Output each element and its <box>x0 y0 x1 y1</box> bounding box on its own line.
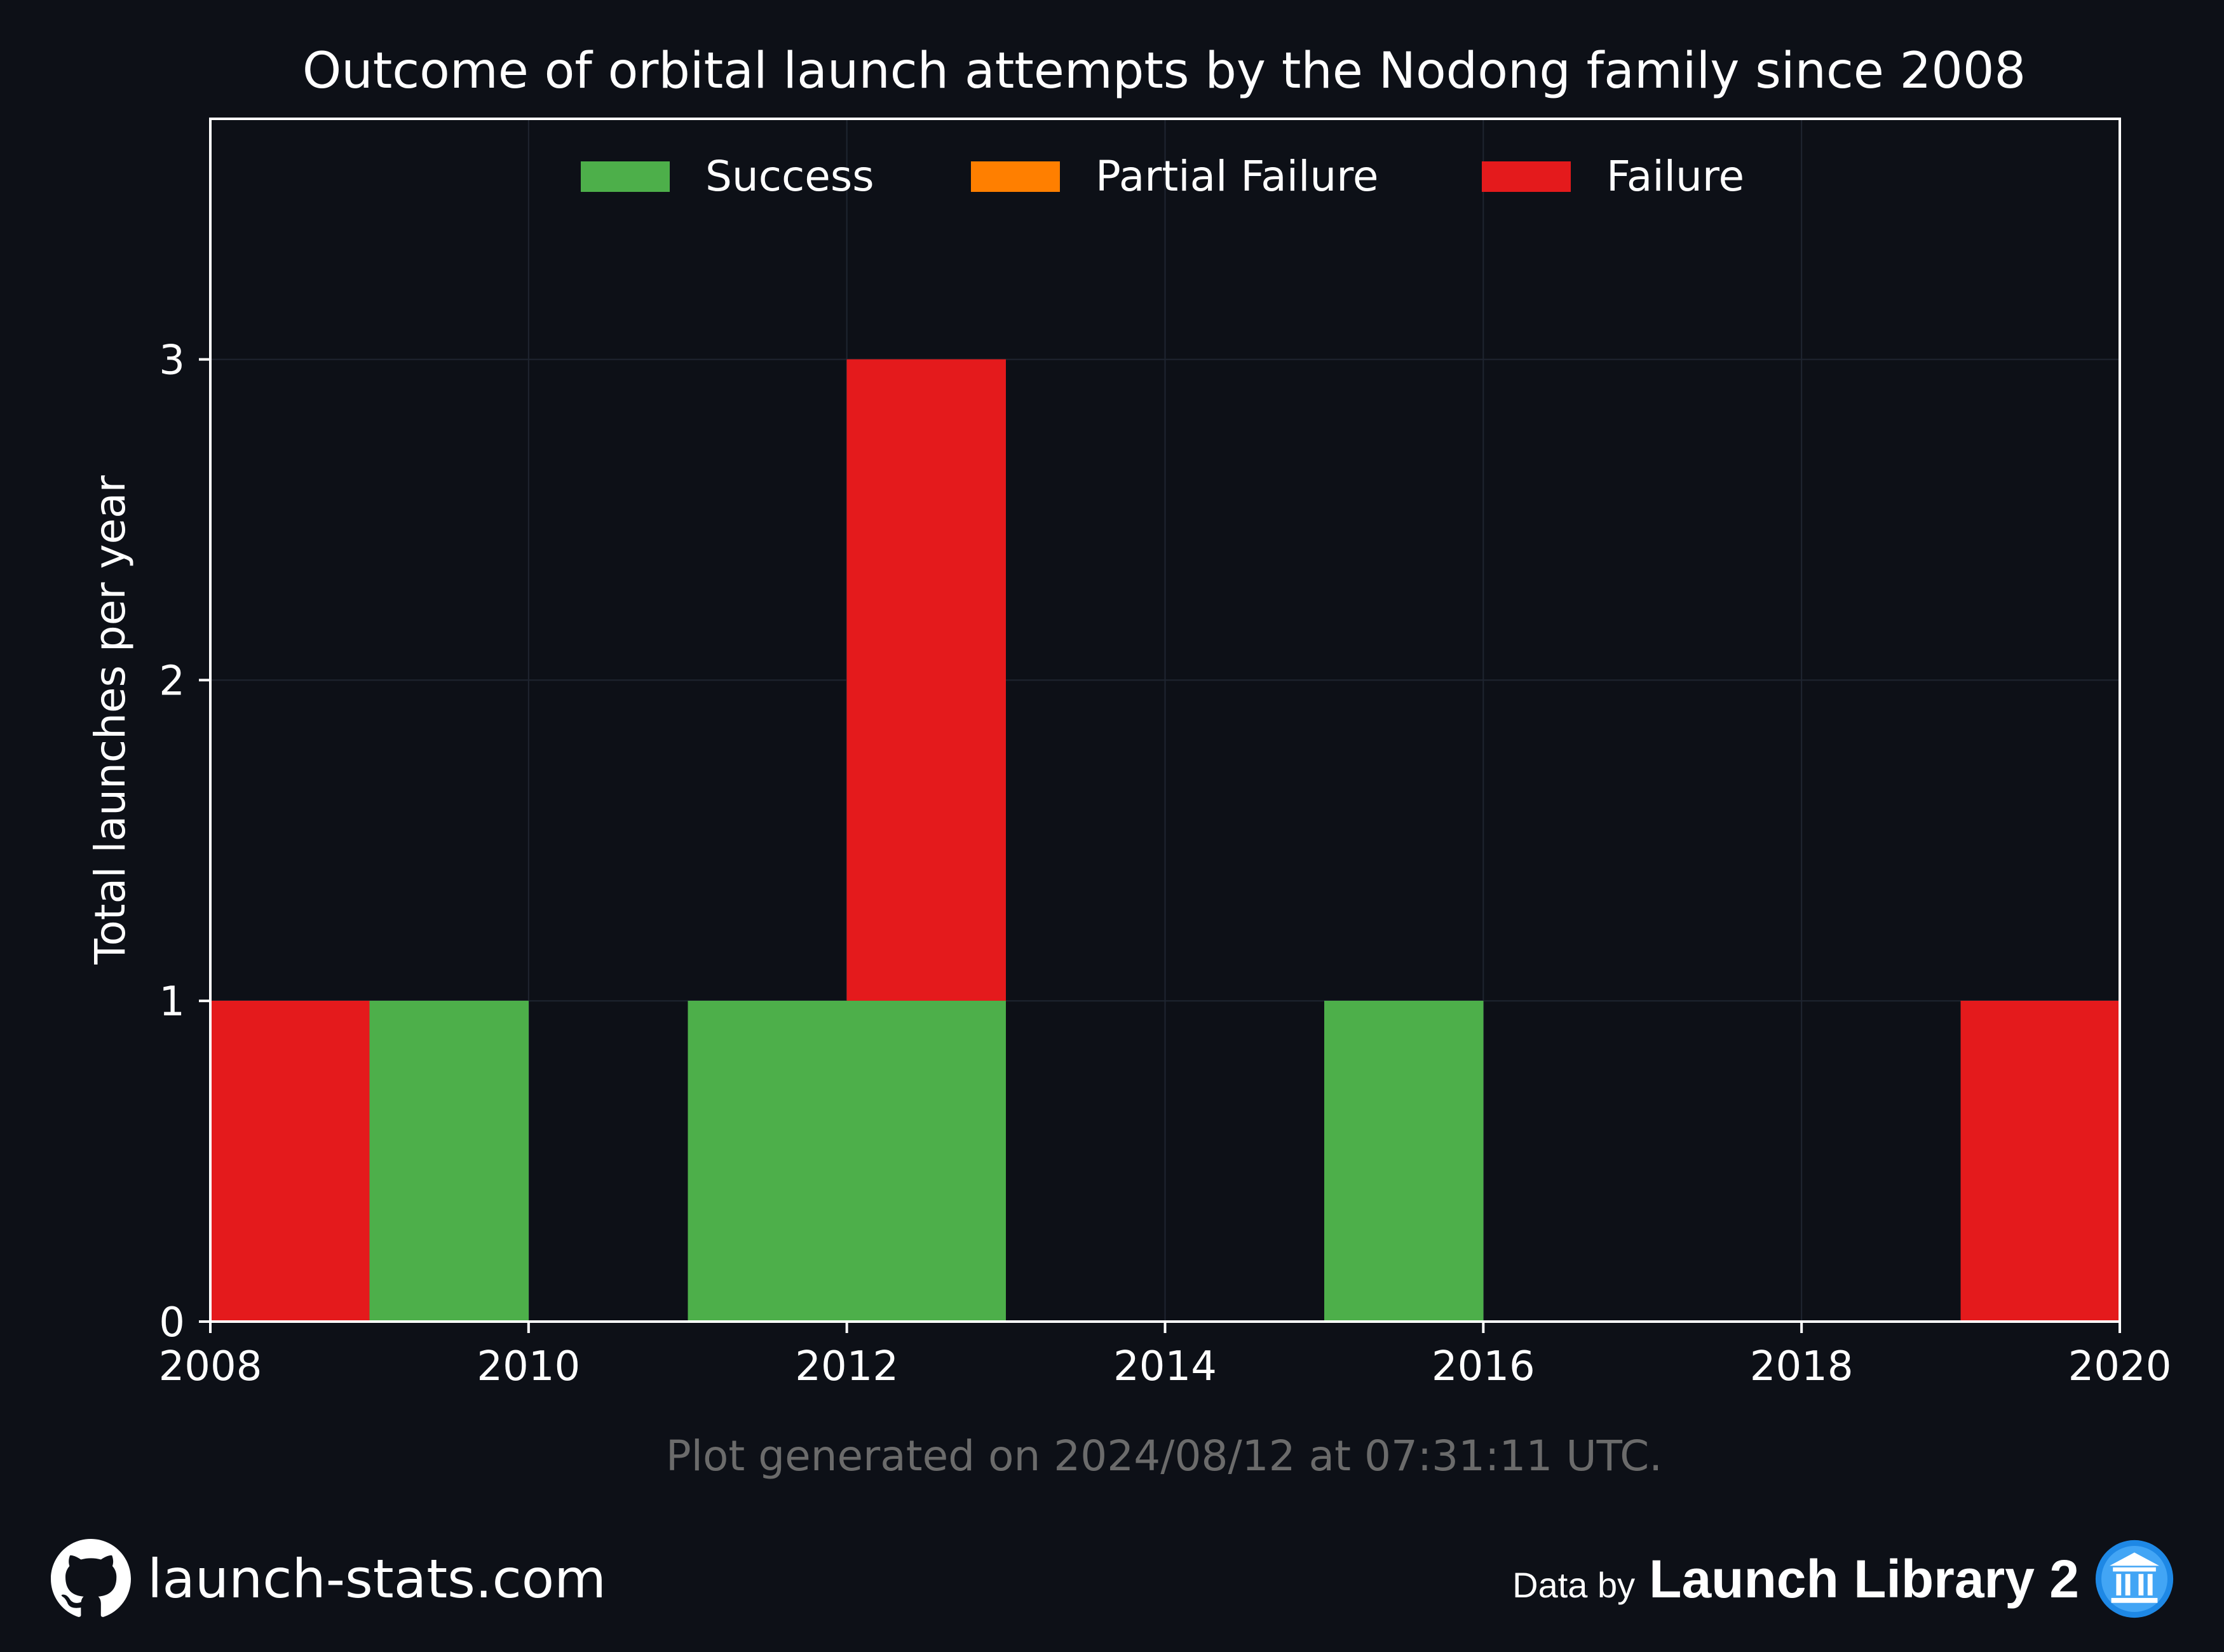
legend: Success Partial Failure Failure <box>581 152 1744 201</box>
launch-library-logo-icon <box>2095 1540 2174 1618</box>
x-tick-label: 2010 <box>477 1343 580 1390</box>
legend-label-failure: Failure <box>1606 152 1744 201</box>
footer-source: Data by Launch Library 2 <box>1512 1531 2176 1627</box>
legend-swatch-failure <box>1482 161 1571 192</box>
x-tick-label: 2016 <box>1432 1343 1535 1390</box>
y-axis-label: Total launches per year <box>86 475 135 965</box>
x-tick-label: 2012 <box>795 1343 898 1390</box>
ticks: 2008 2010 2012 2014 2016 2018 2020 0 1 2 3 <box>159 337 2172 1390</box>
x-tick-label: 2014 <box>1113 1343 1217 1390</box>
github-icon <box>51 1539 131 1617</box>
bar-success-2015 <box>1324 1001 1484 1322</box>
site-link[interactable]: launch-stats.com <box>147 1548 606 1610</box>
chart-title: Outcome of orbital launch attempts by th… <box>302 43 2026 100</box>
y-tick-label: 2 <box>159 658 185 705</box>
x-tick-label: 2020 <box>2068 1343 2172 1390</box>
source-name: Launch Library 2 <box>1649 1548 2079 1609</box>
bars <box>210 359 2120 1322</box>
bar-failure-2019 <box>1960 1001 2120 1322</box>
y-tick-label: 1 <box>159 978 185 1026</box>
bar-success-2009 <box>369 1001 529 1322</box>
bar-failure-2008 <box>210 1001 370 1322</box>
legend-swatch-success <box>581 161 670 192</box>
legend-swatch-partial-failure <box>971 161 1060 192</box>
x-tick-label: 2008 <box>159 1343 262 1390</box>
data-by-label: Data by <box>1512 1564 1636 1605</box>
legend-label-success: Success <box>705 152 874 201</box>
y-tick-label: 3 <box>159 337 185 384</box>
grid <box>210 119 2120 1322</box>
y-tick-label: 0 <box>159 1299 185 1346</box>
bar-success-2011 <box>688 1001 847 1322</box>
footer-site[interactable]: launch-stats.com <box>51 1538 606 1620</box>
bar-failure-2012 <box>846 359 1007 1001</box>
bar-success-2012 <box>846 1001 1007 1322</box>
legend-label-partial-failure: Partial Failure <box>1095 152 1379 201</box>
x-tick-label: 2018 <box>1750 1343 1854 1390</box>
plot-footnote: Plot generated on 2024/08/12 at 07:31:11… <box>666 1432 1662 1480</box>
